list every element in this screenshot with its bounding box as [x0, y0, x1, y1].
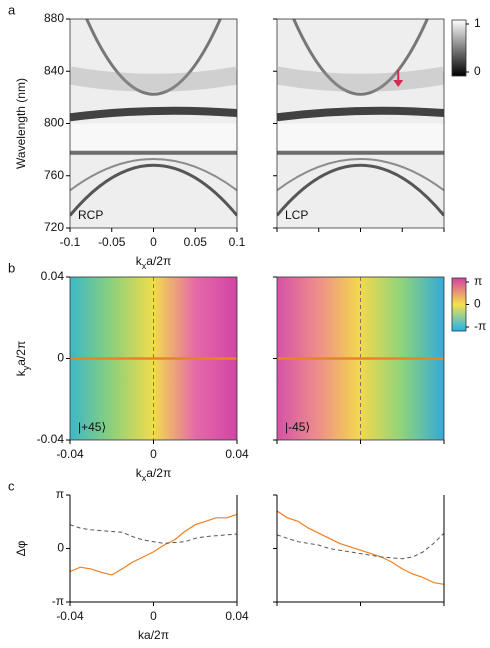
y-tick-label: -0.04 — [37, 432, 65, 446]
heatmap-feature — [277, 163, 444, 217]
axis-label-part: k — [136, 254, 143, 268]
panel-letter: c — [8, 478, 15, 493]
panel-letter: b — [8, 260, 15, 275]
y-tick-label: 720 — [44, 220, 64, 234]
axis-label-part: a/2π — [14, 341, 28, 366]
series-line — [277, 532, 444, 560]
colorbar-tick-label: -π — [474, 319, 486, 333]
heatmap-feature — [70, 158, 237, 192]
heatmap-feature — [85, 19, 222, 96]
y-tick-label: 760 — [44, 168, 64, 182]
x-tick-label: 0.1 — [229, 235, 246, 249]
y-tick-label: 0 — [57, 541, 64, 555]
panel-label: LCP — [285, 208, 308, 222]
colorbar-tick-label: 0 — [474, 297, 481, 311]
panel-label: |-45⟩ — [285, 420, 310, 434]
axis-label-part: k — [136, 466, 143, 480]
plot-area — [277, 19, 444, 228]
x-tick-label: 0.04 — [225, 447, 249, 461]
axis-label-part: k — [14, 369, 28, 376]
x-tick-label: -0.05 — [98, 235, 126, 249]
heatmap-feature — [277, 158, 444, 192]
panel-label: |+45⟩ — [78, 420, 106, 434]
x-tick-label: 0 — [150, 235, 157, 249]
axis-label-part: a/2π — [146, 254, 171, 268]
heatmap-feature — [70, 163, 237, 217]
x-tick-label: -0.04 — [56, 609, 84, 623]
heatmap-feature — [277, 106, 444, 122]
heatmap-feature — [70, 106, 237, 122]
x-tick-label: 0.04 — [225, 609, 249, 623]
panel-label: RCP — [78, 208, 103, 222]
y-tick-label: 0 — [57, 351, 64, 365]
plot-area — [70, 513, 237, 576]
plot-area — [70, 19, 237, 228]
colorbar — [451, 19, 467, 77]
axis-label: kya/2π — [14, 341, 31, 376]
axis-label: Δφ — [14, 540, 28, 556]
series-line — [277, 510, 444, 585]
colorbar — [451, 277, 467, 332]
x-tick-label: 0 — [150, 447, 157, 461]
heatmap-feature — [277, 123, 444, 153]
heatmap-feature — [70, 123, 237, 153]
colorbar-tick-label: 1 — [474, 16, 481, 30]
y-tick-label: 880 — [44, 11, 64, 25]
y-tick-label: 840 — [44, 63, 64, 77]
y-tick-label: 800 — [44, 116, 64, 130]
axis-label: kxa/2π — [136, 254, 171, 271]
axis-label-part: ka/2π — [138, 628, 169, 642]
colorbar-tick-label: π — [474, 274, 482, 288]
plot-area — [70, 277, 237, 440]
plot-area — [277, 510, 444, 585]
heatmap-feature — [292, 19, 429, 96]
axis-label-part: x — [142, 473, 147, 483]
y-tick-label: -π — [52, 594, 64, 608]
arrow-head-red — [393, 80, 404, 87]
axis-label: ka/2π — [138, 628, 169, 642]
axis-label: Wavelength (nm) — [14, 78, 28, 169]
axis-label-part: x — [142, 261, 147, 271]
y-tick-label: 0.04 — [41, 269, 65, 283]
heatmap-feature — [70, 66, 237, 92]
plot-area — [277, 277, 444, 440]
series-line — [70, 513, 237, 576]
x-tick-label: 0 — [150, 609, 157, 623]
axis-label-part: a/2π — [146, 466, 171, 480]
x-tick-label: -0.04 — [56, 447, 84, 461]
series-line — [70, 524, 237, 544]
x-tick-label: -0.1 — [60, 235, 81, 249]
y-tick-label: π — [56, 487, 64, 501]
x-tick-label: 0.05 — [184, 235, 208, 249]
axis-label-part: Δφ — [14, 540, 28, 556]
axis-label-part: Wavelength (nm) — [14, 78, 28, 169]
axis-label: kxa/2π — [136, 466, 171, 483]
axis-label-part: y — [21, 365, 31, 370]
colorbar-tick-label: 0 — [474, 64, 481, 78]
panel-letter: a — [8, 2, 16, 17]
heatmap-feature — [277, 66, 444, 92]
